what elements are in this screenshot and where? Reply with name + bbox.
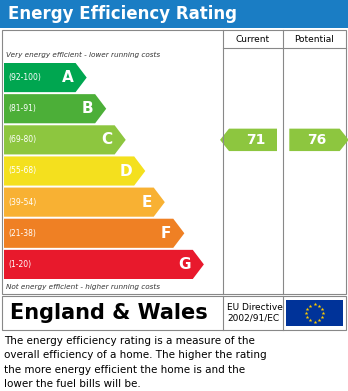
Polygon shape xyxy=(4,188,165,217)
Text: 71: 71 xyxy=(246,133,265,147)
Polygon shape xyxy=(4,63,87,92)
Text: (55-68): (55-68) xyxy=(8,167,36,176)
Polygon shape xyxy=(4,156,145,186)
Text: (39-54): (39-54) xyxy=(8,197,36,206)
Text: C: C xyxy=(102,133,113,147)
Polygon shape xyxy=(4,125,126,154)
Text: England & Wales: England & Wales xyxy=(10,303,208,323)
Text: EU Directive
2002/91/EC: EU Directive 2002/91/EC xyxy=(227,303,283,323)
Text: 76: 76 xyxy=(307,133,327,147)
Text: Energy Efficiency Rating: Energy Efficiency Rating xyxy=(8,5,237,23)
Text: F: F xyxy=(161,226,171,241)
Text: A: A xyxy=(62,70,74,85)
Bar xyxy=(0,0,348,28)
Polygon shape xyxy=(4,250,204,279)
Polygon shape xyxy=(220,129,277,151)
Text: D: D xyxy=(120,163,132,179)
Text: (21-38): (21-38) xyxy=(8,229,36,238)
Bar xyxy=(2,296,346,330)
Text: The energy efficiency rating is a measure of the
overall efficiency of a home. T: The energy efficiency rating is a measur… xyxy=(4,336,267,389)
Bar xyxy=(286,300,343,326)
Text: (69-80): (69-80) xyxy=(8,135,36,144)
Bar xyxy=(2,30,346,294)
Text: (92-100): (92-100) xyxy=(8,73,41,82)
Text: B: B xyxy=(81,101,93,116)
Polygon shape xyxy=(289,129,348,151)
Text: Current: Current xyxy=(236,34,270,43)
Text: Potential: Potential xyxy=(294,34,334,43)
Text: E: E xyxy=(141,195,152,210)
Text: G: G xyxy=(178,257,191,272)
Polygon shape xyxy=(4,219,184,248)
Text: (1-20): (1-20) xyxy=(8,260,31,269)
Polygon shape xyxy=(4,94,106,123)
Text: (81-91): (81-91) xyxy=(8,104,36,113)
Text: Very energy efficient - lower running costs: Very energy efficient - lower running co… xyxy=(6,52,160,58)
Text: Not energy efficient - higher running costs: Not energy efficient - higher running co… xyxy=(6,284,160,290)
